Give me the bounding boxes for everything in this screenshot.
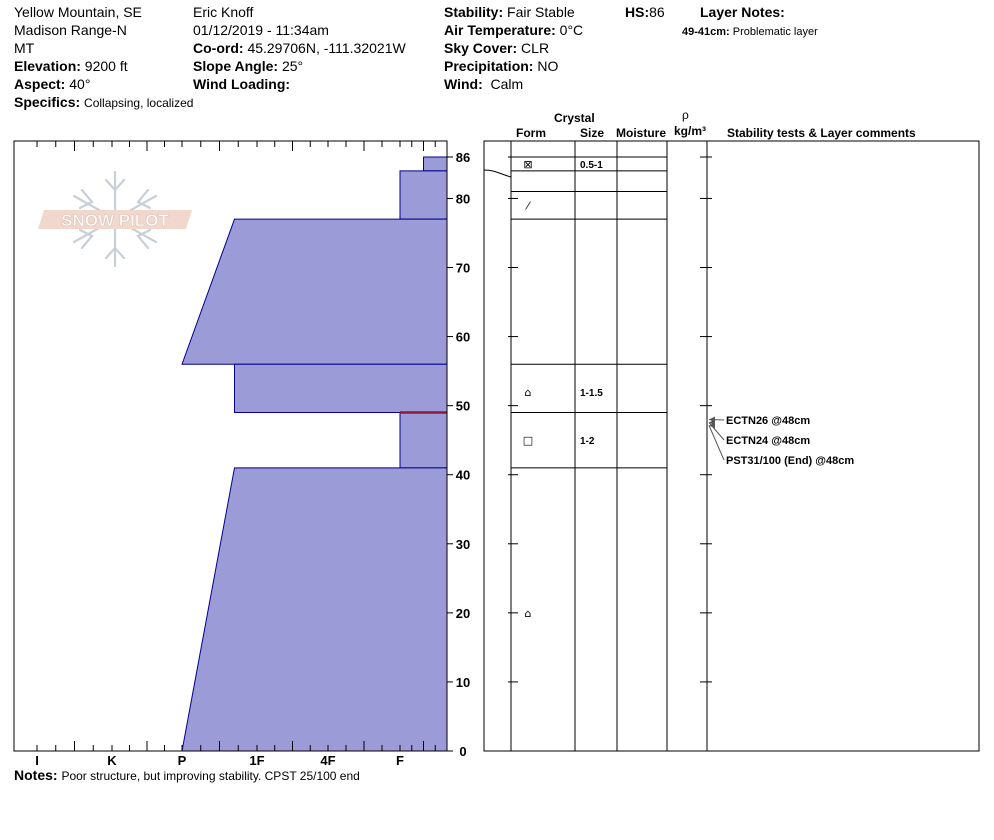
- stability-test-label: PST31/100 (End) @48cm: [726, 455, 854, 467]
- y-tick-label: 30: [456, 537, 470, 552]
- layer-notes-label: Layer Notes:: [700, 4, 785, 20]
- wind-value: Calm: [490, 76, 524, 92]
- datetime: 01/12/2019 - 11:34am: [193, 22, 329, 38]
- y-tick-label: 60: [456, 330, 470, 345]
- range: Madison Range-N: [14, 22, 127, 38]
- layer-note-text: Problematic layer: [732, 26, 818, 38]
- x-tick-label: 1F: [249, 753, 264, 768]
- y-tick-label: 50: [456, 399, 470, 414]
- notes-value: Poor structure, but improving stability.…: [61, 769, 360, 783]
- coord-value: 45.29706N, -111.32021W: [247, 40, 406, 56]
- notes: Notes: Poor structure, but improving sta…: [14, 767, 360, 784]
- wind-loading-label: Wind Loading:: [193, 76, 291, 92]
- aspect-label: Aspect:: [14, 76, 66, 92]
- elevation-value: 9200 ft: [84, 58, 128, 74]
- hs-label: HS:: [625, 4, 650, 20]
- sky-value: CLR: [521, 40, 550, 56]
- crystal-header: Crystal: [554, 111, 595, 125]
- y-tick-label: 10: [456, 675, 470, 690]
- layer-note: 49-41cm: Problematic layer: [682, 24, 818, 40]
- comments-header: Stability tests & Layer comments: [727, 126, 916, 140]
- y-tick-label: 70: [456, 261, 470, 276]
- wind: Wind: Calm: [444, 76, 523, 92]
- crystal-form-glyph: ⁄: [524, 199, 531, 212]
- y-tick-label: 86: [456, 150, 470, 165]
- hardness-layer-4: [399, 412, 448, 469]
- x-tick-label: I: [35, 753, 39, 768]
- x-tick-label: F: [396, 753, 404, 768]
- notes-label: Notes:: [14, 767, 58, 783]
- density-unit-header: kg/m³: [674, 124, 707, 138]
- y-tick-label: 0: [459, 744, 466, 759]
- coord-label: Co-ord:: [193, 40, 244, 56]
- observer: Eric Knoff: [193, 4, 254, 20]
- crystal-form-glyph: ⌂: [525, 607, 532, 620]
- specifics-value: Collapsing, localized: [84, 96, 194, 110]
- logo-banner: [38, 210, 192, 229]
- stability-label: Stability:: [444, 4, 504, 20]
- slope-value: 25°: [281, 58, 304, 74]
- stability: Stability: Fair Stable: [444, 4, 575, 20]
- precipitation: Precipitation: NO: [444, 58, 558, 74]
- table-border: [483, 140, 980, 752]
- hardness-layer-5: [181, 467, 448, 752]
- slope-angle: Slope Angle: 25°: [193, 58, 303, 74]
- stability-value: Fair Stable: [507, 4, 575, 20]
- wind-label: Wind:: [444, 76, 483, 92]
- coord: Co-ord: 45.29706N, -111.32021W: [193, 40, 406, 56]
- specifics: Specifics: Collapsing, localized: [14, 94, 193, 111]
- size-header: Size: [580, 126, 605, 140]
- rho-header: ρ: [682, 108, 689, 122]
- aspect-value: 40°: [69, 76, 91, 92]
- elevation: Elevation: 9200 ft: [14, 58, 128, 74]
- sky-label: Sky Cover:: [444, 40, 518, 56]
- y-tick-label: 40: [456, 468, 470, 483]
- precip-value: NO: [537, 58, 559, 74]
- layer-table: [483, 140, 980, 752]
- specifics-label: Specifics:: [14, 94, 81, 110]
- hardness-layer-0: [423, 156, 448, 172]
- x-tick-label: K: [107, 753, 117, 768]
- air-temp-value: 0°C: [559, 22, 584, 38]
- hardness-plot-border: [13, 140, 448, 752]
- crystal-size-label: 0.5-1: [580, 160, 603, 171]
- chart-marks: ⊠ 0.5-1 ⁄ ⌂ 1-1.5 □ 1-2 ⌂ ECTN26 @48cm ECTN24 @48…: [523, 158, 855, 620]
- moisture-header: Moisture: [616, 126, 667, 140]
- crystal-form-glyph: ⌂: [525, 386, 532, 399]
- hs: HS:86: [625, 4, 665, 20]
- air-temperature: Air Temperature: 0°C: [444, 22, 583, 38]
- hardness-layer-2: [181, 218, 448, 365]
- snowpilot-logo: SNOW PILOT: [38, 170, 192, 268]
- sky-cover: Sky Cover: CLR: [444, 40, 549, 56]
- hardness-layer-3: [234, 363, 448, 414]
- elevation-label: Elevation:: [14, 58, 81, 74]
- air-temp-label: Air Temperature:: [444, 22, 556, 38]
- crystal-form-glyph: □: [523, 434, 533, 447]
- crystal-size-label: 1-2: [580, 436, 595, 447]
- x-tick-label: P: [178, 753, 187, 768]
- hs-value: 86: [649, 4, 665, 20]
- form-header: Form: [516, 126, 546, 140]
- precip-label: Precipitation:: [444, 58, 534, 74]
- y-tick-label: 20: [456, 606, 470, 621]
- stability-test-label: ECTN24 @48cm: [726, 435, 810, 447]
- hardness-profile: [181, 156, 448, 752]
- crystal-form-glyph: ⊠: [523, 158, 532, 171]
- y-tick-label: 80: [456, 191, 470, 206]
- location: Yellow Mountain, SE: [14, 4, 142, 20]
- state: MT: [14, 40, 35, 56]
- layer-note-depth: 49-41cm:: [682, 26, 730, 38]
- x-tick-label: 4F: [320, 753, 335, 768]
- arrow-head-icon: [709, 422, 715, 429]
- crystal-size-label: 1-1.5: [580, 388, 603, 399]
- logo-text: SNOW PILOT: [61, 211, 169, 230]
- stability-test-arrow: [708, 425, 725, 461]
- hardness-frame: I K P 1F 4F F 0 10 20 30 40 50 60 70 80 86: [13, 140, 712, 768]
- hardness-layer-1: [399, 170, 448, 220]
- stability-test-label: ECTN26 @48cm: [726, 415, 810, 427]
- aspect: Aspect: 40°: [14, 76, 90, 92]
- slope-label: Slope Angle:: [193, 58, 279, 74]
- layer-connector: [483, 169, 512, 178]
